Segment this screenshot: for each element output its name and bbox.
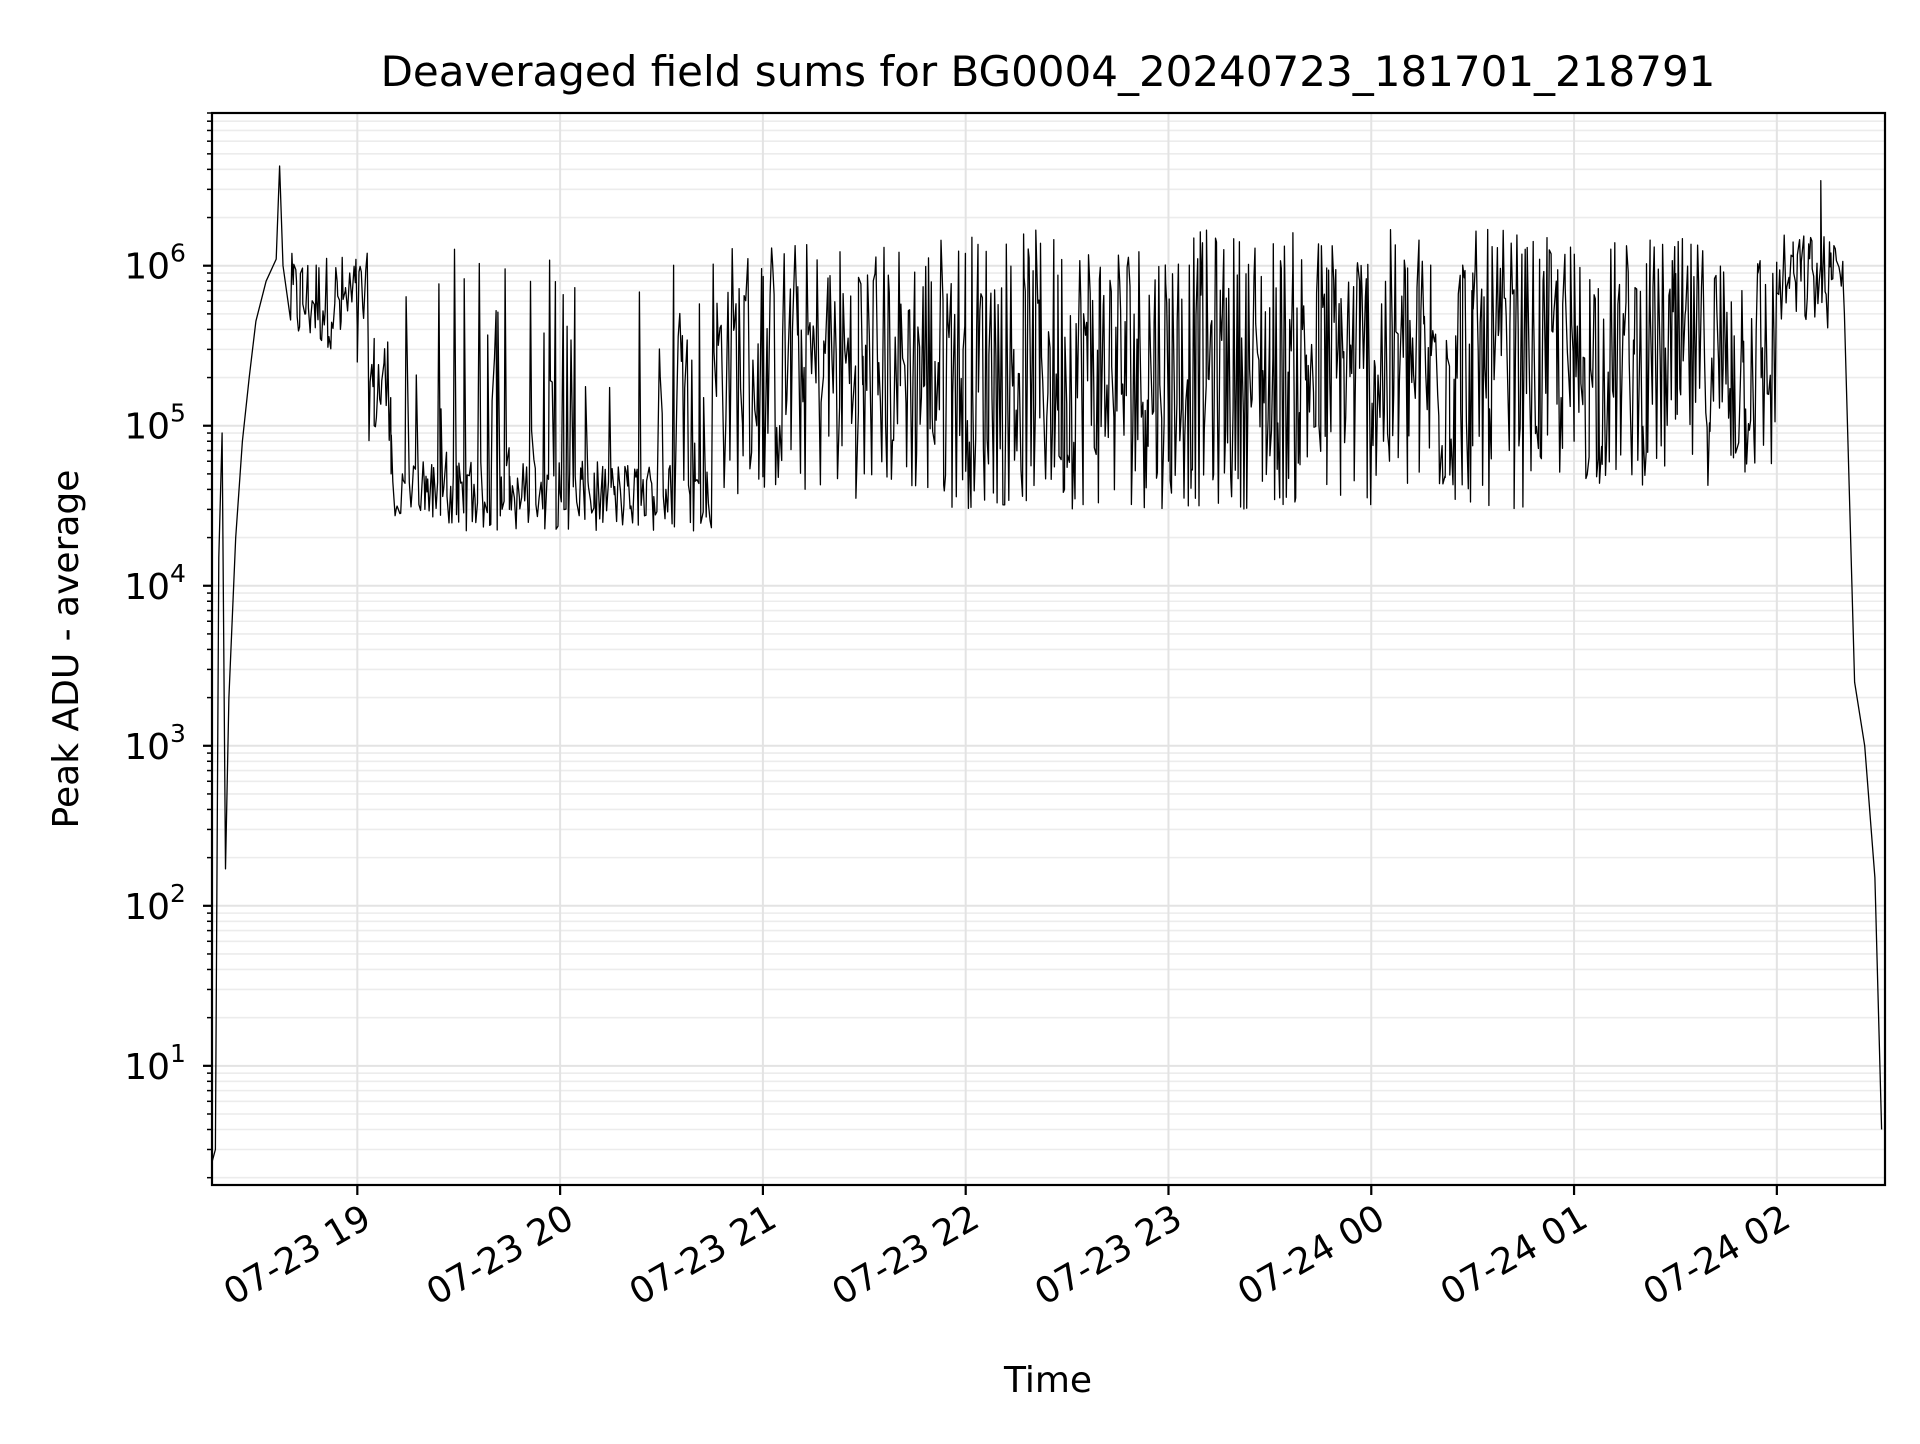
x-axis-label: Time [1003,1360,1092,1401]
y-tick-label-exponent: 2 [170,879,186,908]
y-tick-label-exponent: 1 [170,1039,186,1068]
y-tick-label: 10 [124,567,170,608]
y-tick-label: 10 [124,1047,170,1088]
y-tick-label-base: 10 [124,727,170,768]
y-tick-label: 10 [124,247,170,288]
series-layer [211,165,1883,1163]
y-tick-label-exponent: 3 [170,719,186,748]
y-tick-label-base: 10 [124,887,170,928]
y-tick-label: 10 [124,727,170,768]
y-tick-label-exponent: 5 [170,399,186,428]
chart-title: Deaveraged field sums for BG0004_2024072… [381,47,1716,96]
y-tick-label: 10 [124,887,170,928]
y-tick-label-exponent: 6 [170,239,186,268]
series-line [211,165,1883,1163]
y-tick-label-base: 10 [124,1047,170,1088]
y-tick-label-exponent: 4 [170,559,186,588]
y-tick-label-base: 10 [124,407,170,448]
y-tick-label: 10 [124,407,170,448]
y-axis-label: Peak ADU - average [46,470,87,829]
y-tick-label-base: 10 [124,247,170,288]
y-tick-label-base: 10 [124,567,170,608]
